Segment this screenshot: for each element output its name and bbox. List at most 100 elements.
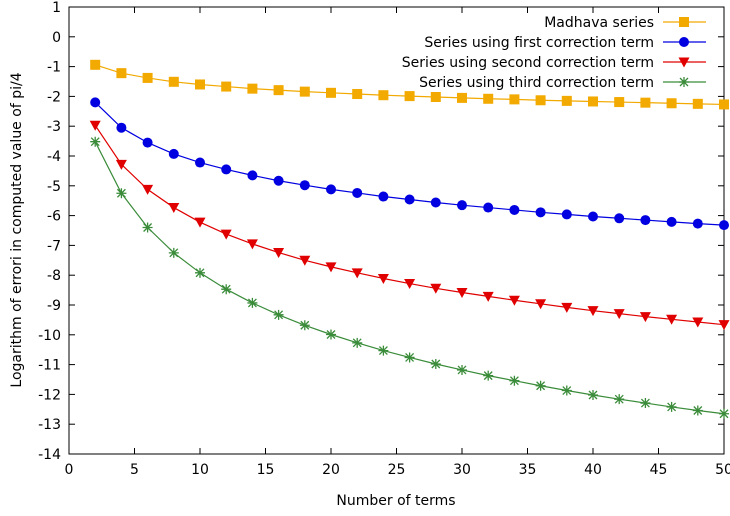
data-point xyxy=(457,200,467,211)
data-point xyxy=(299,180,310,191)
data-point xyxy=(247,170,258,181)
x-tick-label: 25 xyxy=(388,462,406,478)
data-point xyxy=(273,175,284,186)
data-point xyxy=(666,216,677,227)
data-point xyxy=(718,320,730,331)
series-1 xyxy=(90,59,729,110)
data-point xyxy=(142,137,153,148)
series-4 xyxy=(90,136,729,419)
data-point xyxy=(404,194,415,205)
data-point xyxy=(639,312,651,323)
data-point xyxy=(640,97,651,108)
y-tick-label: -4 xyxy=(47,149,61,165)
data-point xyxy=(325,262,337,273)
data-point xyxy=(378,191,389,202)
data-point xyxy=(90,136,101,147)
data-point xyxy=(692,218,703,229)
data-point xyxy=(116,122,127,133)
data-point xyxy=(142,222,153,233)
data-point xyxy=(221,164,232,175)
data-point xyxy=(168,203,180,214)
data-point xyxy=(115,159,127,170)
data-point xyxy=(535,299,547,310)
legend-item: Series using third correction term xyxy=(419,75,706,91)
legend-item: Series using first correction term xyxy=(424,35,706,51)
data-point xyxy=(614,97,625,108)
data-point xyxy=(377,273,389,284)
data-point xyxy=(588,389,598,400)
data-point xyxy=(404,352,415,363)
data-point xyxy=(195,157,205,168)
x-axis: 0 5 10 15 20 25 30 35 40 45 50 xyxy=(65,7,730,478)
data-point xyxy=(509,375,520,386)
x-tick-label: 30 xyxy=(453,462,471,478)
legend-label: Series using second correction term xyxy=(402,55,654,71)
data-point xyxy=(509,94,520,105)
data-point xyxy=(326,87,336,98)
data-point xyxy=(719,220,729,231)
data-point xyxy=(299,86,310,97)
data-point xyxy=(90,59,101,70)
data-point xyxy=(535,95,546,106)
x-tick-label: 50 xyxy=(715,462,730,478)
data-point xyxy=(483,93,494,104)
data-point xyxy=(220,229,232,240)
x-tick-label: 0 xyxy=(65,462,74,478)
data-point xyxy=(561,209,572,220)
data-point xyxy=(640,215,651,226)
data-point xyxy=(482,291,494,302)
data-point xyxy=(430,197,441,208)
data-point xyxy=(273,309,284,320)
data-point xyxy=(509,204,520,215)
series-line xyxy=(94,124,725,326)
legend-label: Madhava series xyxy=(544,15,654,31)
data-point xyxy=(483,370,494,381)
data-point xyxy=(561,385,572,396)
legend-label: Series using first correction term xyxy=(424,35,654,51)
data-point xyxy=(168,247,179,258)
x-tick-label: 10 xyxy=(191,462,209,478)
legend-marker xyxy=(679,77,689,87)
data-point xyxy=(692,317,704,328)
data-point xyxy=(719,408,729,419)
data-point xyxy=(430,91,441,102)
data-point xyxy=(613,309,625,320)
data-point xyxy=(588,96,598,107)
data-point xyxy=(535,380,546,391)
x-tick-label: 40 xyxy=(584,462,602,478)
legend-marker xyxy=(678,57,690,68)
data-point xyxy=(247,83,258,94)
data-point xyxy=(719,99,729,110)
data-point xyxy=(352,89,363,100)
x-tick-label: 5 xyxy=(130,462,139,478)
series-line xyxy=(94,141,725,415)
y-tick-label: -7 xyxy=(47,238,61,254)
data-point xyxy=(640,398,651,409)
data-point xyxy=(326,184,336,195)
data-point xyxy=(614,394,625,405)
y-tick-label: -10 xyxy=(38,328,61,344)
data-point xyxy=(535,207,546,218)
x-tick-label: 45 xyxy=(650,462,668,478)
legend: Madhava series Series using first correct… xyxy=(402,15,706,91)
data-point xyxy=(666,314,678,325)
data-point xyxy=(168,76,179,87)
data-point xyxy=(666,401,677,412)
data-point xyxy=(299,320,310,331)
x-axis-label: Number of terms xyxy=(336,493,455,509)
data-point xyxy=(430,359,441,370)
y-tick-label: -13 xyxy=(38,417,61,433)
y-tick-label: -6 xyxy=(47,209,61,225)
data-point xyxy=(351,268,363,279)
legend-item: Series using second correction term xyxy=(402,55,706,71)
data-point xyxy=(692,98,703,109)
data-point xyxy=(404,279,416,290)
data-point xyxy=(457,364,467,375)
data-point xyxy=(221,81,232,92)
data-point xyxy=(195,267,205,278)
plot-area xyxy=(89,59,730,419)
data-point xyxy=(299,255,311,266)
data-point xyxy=(457,92,467,103)
data-point xyxy=(142,72,153,83)
series-2 xyxy=(90,97,729,231)
